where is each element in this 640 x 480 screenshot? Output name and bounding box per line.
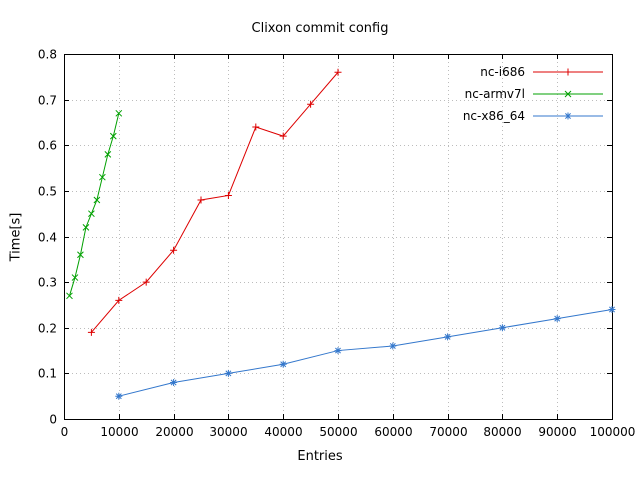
x-marker-icon (88, 210, 95, 218)
legend-label: nc-armv7l (465, 87, 525, 101)
plus-marker-icon (197, 196, 205, 204)
x-tick-label: 60000 (374, 425, 412, 439)
y-tick-label: 0.7 (38, 94, 57, 108)
y-tick-label: 0.8 (38, 48, 57, 62)
plot-border (64, 54, 613, 420)
x-marker-icon (77, 251, 84, 259)
legend-label: nc-i686 (480, 65, 525, 79)
asterisk-marker-icon (389, 342, 397, 350)
plus-marker-icon (170, 246, 178, 254)
plus-marker-icon (564, 68, 572, 76)
asterisk-marker-icon (334, 347, 342, 355)
asterisk-marker-icon (608, 306, 616, 313)
x-marker-icon (104, 151, 112, 158)
plus-marker-icon (224, 191, 232, 199)
y-tick-label: 0.4 (38, 231, 57, 245)
y-tick-label: 0.6 (38, 139, 57, 153)
x-tick-label: 80000 (483, 425, 521, 439)
x-tick-label: 30000 (209, 425, 247, 439)
x-tick-label: 100000 (590, 425, 636, 439)
series-line-nc-x86_64 (118, 309, 613, 397)
x-marker-icon (93, 196, 101, 204)
plus-marker-icon (252, 123, 260, 131)
x-tick-label: 20000 (155, 425, 193, 439)
x-marker-icon (109, 132, 117, 140)
x-marker-icon (564, 90, 572, 98)
legend-label: nc-x86_64 (463, 109, 525, 123)
plus-marker-icon (279, 132, 287, 140)
x-tick-label: 70000 (429, 425, 467, 439)
x-tick-label: 50000 (319, 425, 357, 439)
asterisk-marker-icon (170, 379, 178, 386)
x-marker-icon (66, 292, 73, 300)
plus-marker-icon (142, 278, 150, 286)
x-marker-icon (99, 173, 106, 181)
x-marker-icon (82, 224, 90, 231)
x-tick-label: 90000 (538, 425, 576, 439)
x-tick-label: 0 (61, 425, 69, 439)
x-axis-label: Entries (297, 449, 343, 464)
plus-marker-icon (87, 328, 95, 336)
asterisk-marker-icon (115, 392, 123, 400)
series-line-nc-i686 (91, 71, 339, 333)
asterisk-marker-icon (279, 360, 287, 368)
y-tick-label: 0.3 (38, 276, 57, 290)
chart-title: Clixon commit config (251, 21, 389, 36)
asterisk-marker-icon (564, 112, 572, 120)
y-tick-label: 0.2 (38, 322, 57, 336)
series-line-nc-armv7l (69, 113, 120, 296)
x-marker-icon (115, 109, 123, 117)
y-tick-label: 0.5 (38, 185, 57, 199)
asterisk-marker-icon (224, 369, 232, 377)
asterisk-marker-icon (444, 333, 452, 341)
asterisk-marker-icon (498, 324, 506, 332)
x-tick-label: 40000 (264, 425, 302, 439)
asterisk-marker-icon (553, 315, 561, 323)
plus-marker-icon (115, 296, 123, 304)
y-tick-label: 0 (49, 413, 57, 427)
x-marker-icon (71, 274, 79, 281)
y-tick-label: 0.1 (38, 367, 57, 381)
x-tick-label: 10000 (100, 425, 138, 439)
plus-marker-icon (307, 100, 315, 108)
plus-marker-icon (334, 68, 342, 76)
